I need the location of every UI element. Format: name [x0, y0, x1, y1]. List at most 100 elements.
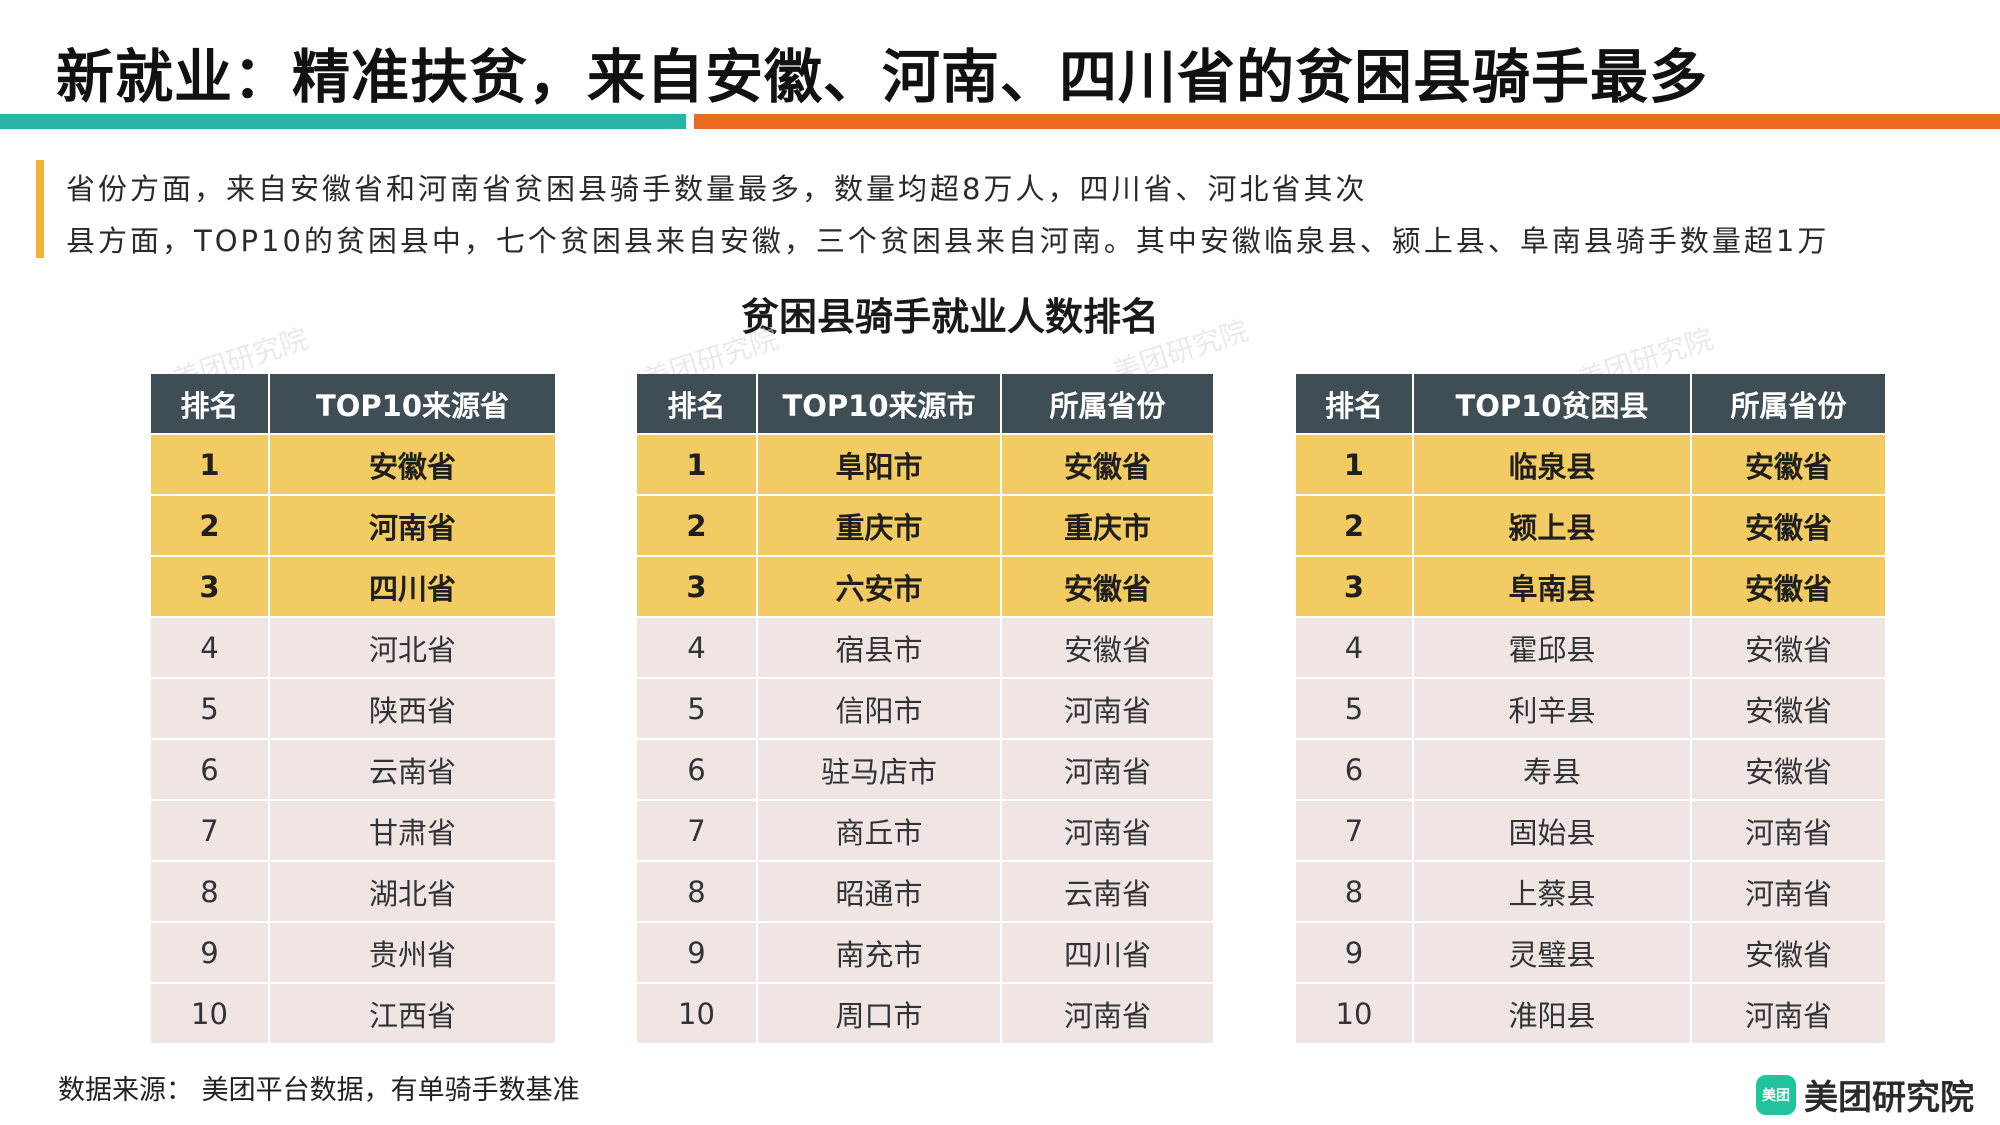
table-cell: 商丘市 — [757, 800, 1002, 862]
rank-cell: 8 — [151, 861, 270, 923]
table-cell: 安徽省 — [269, 434, 555, 496]
column-header: 排名 — [637, 374, 758, 435]
table-cell: 安徽省 — [1691, 922, 1885, 984]
table-cell: 河南省 — [1001, 739, 1213, 801]
rank-cell: 2 — [151, 495, 270, 557]
summary-accent-bar — [36, 160, 44, 258]
table-row: 5 利辛县 安徽省 — [1296, 678, 1885, 740]
column-header: TOP10来源省 — [269, 374, 555, 435]
table-cell: 云南省 — [269, 739, 555, 801]
table-cell: 安徽省 — [1691, 739, 1885, 801]
table-row: 6 驻马店市 河南省 — [637, 739, 1213, 801]
table-cell: 陕西省 — [269, 678, 555, 740]
rank-cell: 10 — [1296, 983, 1414, 1045]
table-row: 8 上蔡县 河南省 — [1296, 861, 1885, 923]
table-cell: 信阳市 — [757, 678, 1002, 740]
rank-cell: 1 — [637, 434, 758, 496]
column-header: 所属省份 — [1001, 374, 1213, 435]
table-header-row: 排名 TOP10来源省 — [151, 374, 555, 435]
table-cell: 河南省 — [1691, 800, 1885, 862]
rank-cell: 5 — [1296, 678, 1414, 740]
rank-cell: 3 — [1296, 556, 1414, 618]
rank-cell: 9 — [151, 922, 270, 984]
brand-logo: 美团 美团研究院 — [1756, 1070, 1974, 1119]
table-cell: 河南省 — [1001, 678, 1213, 740]
rank-cell: 4 — [637, 617, 758, 679]
table-cell: 重庆市 — [1001, 495, 1213, 557]
table-row: 10 周口市 河南省 — [637, 983, 1213, 1045]
table-row: 10 淮阳县 河南省 — [1296, 983, 1885, 1045]
table-row: 5 陕西省 — [151, 678, 555, 740]
table-cell: 湖北省 — [269, 861, 555, 923]
rank-cell: 4 — [1296, 617, 1414, 679]
table-row: 10 江西省 — [151, 983, 555, 1045]
rank-cell: 5 — [151, 678, 270, 740]
meituan-logo-icon: 美团 — [1756, 1074, 1796, 1115]
table-row: 6 寿县 安徽省 — [1296, 739, 1885, 801]
table-cell: 霍邱县 — [1413, 617, 1692, 679]
table-cell: 南充市 — [757, 922, 1002, 984]
rank-cell: 7 — [151, 800, 270, 862]
table-row: 4 霍邱县 安徽省 — [1296, 617, 1885, 679]
table-cell: 安徽省 — [1691, 678, 1885, 740]
rank-cell: 1 — [151, 434, 270, 496]
table-row: 2 颍上县 安徽省 — [1296, 495, 1885, 557]
table-row: 8 湖北省 — [151, 861, 555, 923]
column-header: 所属省份 — [1691, 374, 1885, 435]
table-cell: 安徽省 — [1691, 556, 1885, 618]
table-cell: 周口市 — [757, 983, 1002, 1045]
rank-cell: 10 — [151, 983, 270, 1045]
table-cell: 河北省 — [269, 617, 555, 679]
table-cell: 六安市 — [757, 556, 1002, 618]
column-header: TOP10贫困县 — [1413, 374, 1692, 435]
table-cell: 安徽省 — [1691, 434, 1885, 496]
table-row: 1 临泉县 安徽省 — [1296, 434, 1885, 496]
table-row: 3 六安市 安徽省 — [637, 556, 1213, 618]
column-header: 排名 — [1296, 374, 1414, 435]
table-cell: 河南省 — [1001, 800, 1213, 862]
rank-cell: 9 — [1296, 922, 1414, 984]
table-cell: 云南省 — [1001, 861, 1213, 923]
table-cell: 江西省 — [269, 983, 555, 1045]
table-row: 3 四川省 — [151, 556, 555, 618]
data-source-note: 数据来源： 美团平台数据，有单骑手数基准 — [58, 1075, 580, 1106]
table-row: 8 昭通市 云南省 — [637, 861, 1213, 923]
table-cell: 固始县 — [1413, 800, 1692, 862]
table-row: 9 贵州省 — [151, 922, 555, 984]
table-cell: 重庆市 — [757, 495, 1002, 557]
section-title: 贫困县骑手就业人数排名 — [740, 295, 1159, 339]
rank-cell: 1 — [1296, 434, 1414, 496]
table-cell: 安徽省 — [1001, 556, 1213, 618]
table-row: 5 信阳市 河南省 — [637, 678, 1213, 740]
rank-cell: 5 — [637, 678, 758, 740]
table-cell: 四川省 — [1001, 922, 1213, 984]
rank-cell: 6 — [151, 739, 270, 801]
column-header: TOP10来源市 — [757, 374, 1002, 435]
city-ranking-table: 排名 TOP10来源市 所属省份 1 阜阳市 安徽省 2 重庆市 重庆市 3 六安市 安徽省 4 宿县市… — [637, 374, 1213, 1045]
table-row: 2 河南省 — [151, 495, 555, 557]
rank-cell: 2 — [1296, 495, 1414, 557]
rank-cell: 4 — [151, 617, 270, 679]
table-row: 7 甘肃省 — [151, 800, 555, 862]
title-rule-orange — [694, 114, 2000, 129]
table-cell: 临泉县 — [1413, 434, 1692, 496]
table-header-row: 排名 TOP10来源市 所属省份 — [637, 374, 1213, 435]
table-cell: 驻马店市 — [757, 739, 1002, 801]
table-cell: 甘肃省 — [269, 800, 555, 862]
table-row: 6 云南省 — [151, 739, 555, 801]
table-row: 9 灵璧县 安徽省 — [1296, 922, 1885, 984]
table-cell: 四川省 — [269, 556, 555, 618]
rank-cell: 8 — [637, 861, 758, 923]
summary-line-2: 县方面，TOP10的贫困县中，七个贫困县来自安徽，三个贫困县来自河南。其中安徽临… — [66, 224, 1830, 258]
rank-cell: 3 — [637, 556, 758, 618]
rank-cell: 6 — [637, 739, 758, 801]
table-row: 4 宿县市 安徽省 — [637, 617, 1213, 679]
table-row: 3 阜南县 安徽省 — [1296, 556, 1885, 618]
table-cell: 寿县 — [1413, 739, 1692, 801]
table-cell: 阜阳市 — [757, 434, 1002, 496]
rank-cell: 2 — [637, 495, 758, 557]
rank-cell: 7 — [1296, 800, 1414, 862]
table-cell: 安徽省 — [1691, 617, 1885, 679]
table-row: 2 重庆市 重庆市 — [637, 495, 1213, 557]
table-cell: 灵璧县 — [1413, 922, 1692, 984]
